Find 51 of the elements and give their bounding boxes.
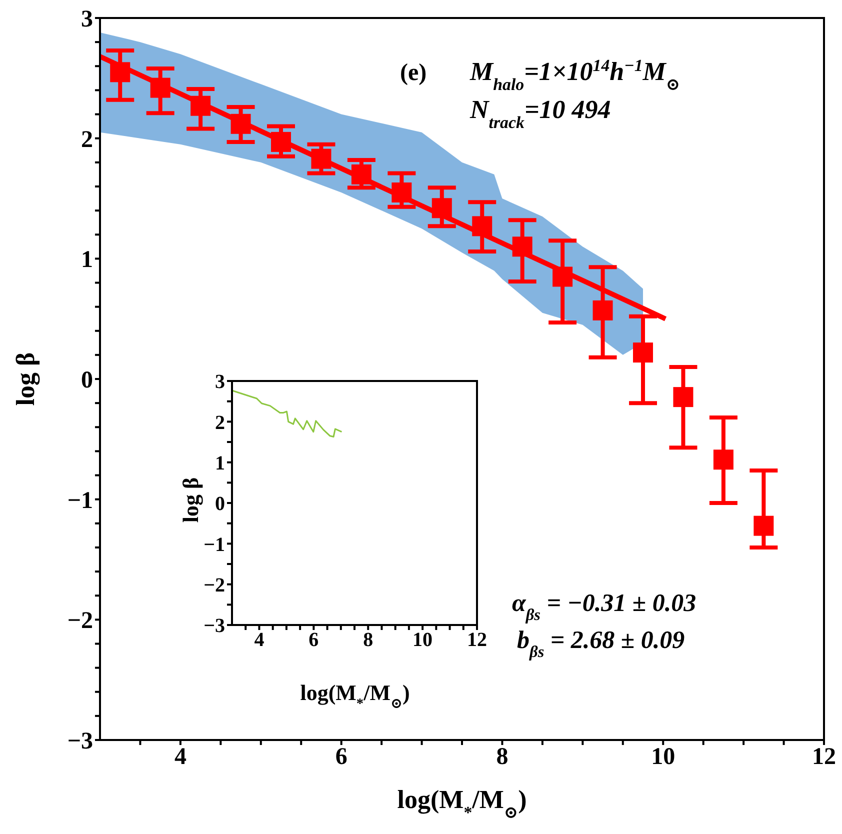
- x-tick-label: 6: [335, 744, 348, 770]
- y-tick-label: −2: [67, 608, 93, 634]
- y-tick-label: −3: [204, 615, 225, 638]
- point: [230, 114, 251, 134]
- x-tick-label: 4: [174, 744, 186, 770]
- y-tick-label: −2: [204, 574, 225, 596]
- x-tick-label: 4: [254, 629, 264, 652]
- point: [271, 132, 291, 152]
- point: [351, 164, 372, 184]
- point: [110, 62, 130, 82]
- y-tick-label: 2: [215, 412, 225, 434]
- point: [592, 300, 613, 320]
- point: [754, 516, 774, 536]
- x-tick-label: 12: [812, 744, 836, 770]
- annotation: (e): [400, 60, 427, 86]
- y-tick-label: 0: [81, 368, 93, 394]
- point: [150, 78, 170, 98]
- x-tick-label: 8: [496, 744, 508, 770]
- y-tick-label: 2: [81, 126, 93, 153]
- annotation: α$_{βs}$ = −0.31 ± 0.03: [512, 590, 696, 624]
- point: [392, 182, 412, 202]
- point: [713, 450, 734, 470]
- y-tick-label: −3: [67, 728, 93, 755]
- line-series: [232, 390, 342, 438]
- point: [512, 236, 532, 257]
- y-tick-label: 0: [215, 493, 225, 516]
- y-tick-label: 1: [215, 452, 225, 474]
- x-axis-title: log(M$_{*}$/M$_{⊙}$): [397, 785, 527, 822]
- y-tick-label: −1: [204, 534, 225, 556]
- point: [552, 266, 573, 287]
- y-axis-title: log β: [178, 477, 203, 523]
- x-tick-label: 8: [363, 629, 374, 652]
- point: [673, 387, 694, 408]
- y-tick-label: 3: [215, 371, 225, 394]
- x-tick-label: 10: [412, 629, 433, 652]
- point: [472, 216, 492, 236]
- x-tick-label: 6: [308, 629, 319, 652]
- point: [190, 96, 211, 116]
- y-tick-label: 3: [81, 6, 93, 33]
- y-axis-title: log β: [11, 352, 40, 406]
- annotation: M$_{halo}$=1×10$^{14}$h$^{−1}$M$_{⊙}$: [469, 56, 680, 94]
- point: [311, 148, 332, 169]
- point: [633, 342, 653, 363]
- y-tick-label: −1: [67, 488, 93, 514]
- x-tick-label: 10: [651, 744, 676, 770]
- point: [432, 198, 452, 218]
- y-tick-label: 1: [81, 247, 93, 274]
- x-axis-title: log(M$_{*}$/M$_{⊙}$): [300, 680, 410, 712]
- annotation: b$_{βs}$ = 2.68 ± 0.09: [517, 627, 686, 661]
- annotation: N$_{track}$=10 494: [469, 95, 611, 132]
- x-tick-label: 12: [467, 629, 487, 652]
